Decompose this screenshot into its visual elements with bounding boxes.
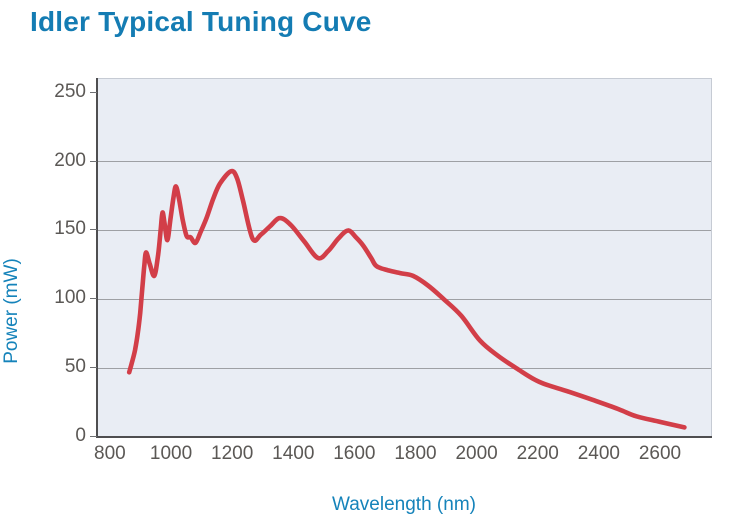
gridline-y-200	[98, 161, 711, 163]
y-tick-mark	[90, 91, 97, 93]
x-tick-label: 2400	[577, 443, 620, 464]
x-axis-line	[96, 436, 712, 438]
x-tick-label: 2600	[638, 443, 682, 464]
page-title: Idler Typical Tuning Cuve	[30, 6, 372, 37]
x-axis-title: Wavelength (nm)	[332, 494, 476, 515]
y-axis-line	[96, 78, 98, 438]
curve-svg	[126, 168, 687, 430]
x-tick-label: 1000	[149, 443, 193, 464]
gridline-y-150	[98, 230, 711, 231]
plot-area	[98, 78, 712, 437]
y-tick-mark	[90, 298, 97, 300]
y-tick-label: 200	[54, 149, 86, 171]
gridline-y-50	[98, 367, 711, 369]
x-tick-label: 800	[94, 443, 126, 464]
y-tick-mark	[90, 436, 97, 437]
x-tick-label: 2000	[455, 443, 498, 464]
x-tick-label: 2200	[516, 443, 559, 464]
x-tick-label: 1800	[394, 443, 437, 464]
gridline-y-100	[98, 298, 711, 300]
y-axis-title: Power (mW)	[1, 258, 22, 364]
x-tick-label: 1600	[333, 443, 376, 464]
y-tick-mark	[90, 160, 97, 162]
y-tick-mark	[90, 229, 97, 231]
x-tick-label: 1200	[211, 443, 254, 464]
y-tick-label: 100	[54, 287, 86, 309]
y-tick-label: 0	[75, 425, 86, 446]
power-curve-line	[126, 168, 687, 430]
y-tick-label: 250	[54, 80, 86, 102]
y-tick-label: 150	[54, 218, 86, 240]
y-tick-label: 50	[64, 356, 86, 378]
y-tick-mark	[90, 367, 97, 369]
x-tick-label: 1400	[272, 443, 315, 464]
